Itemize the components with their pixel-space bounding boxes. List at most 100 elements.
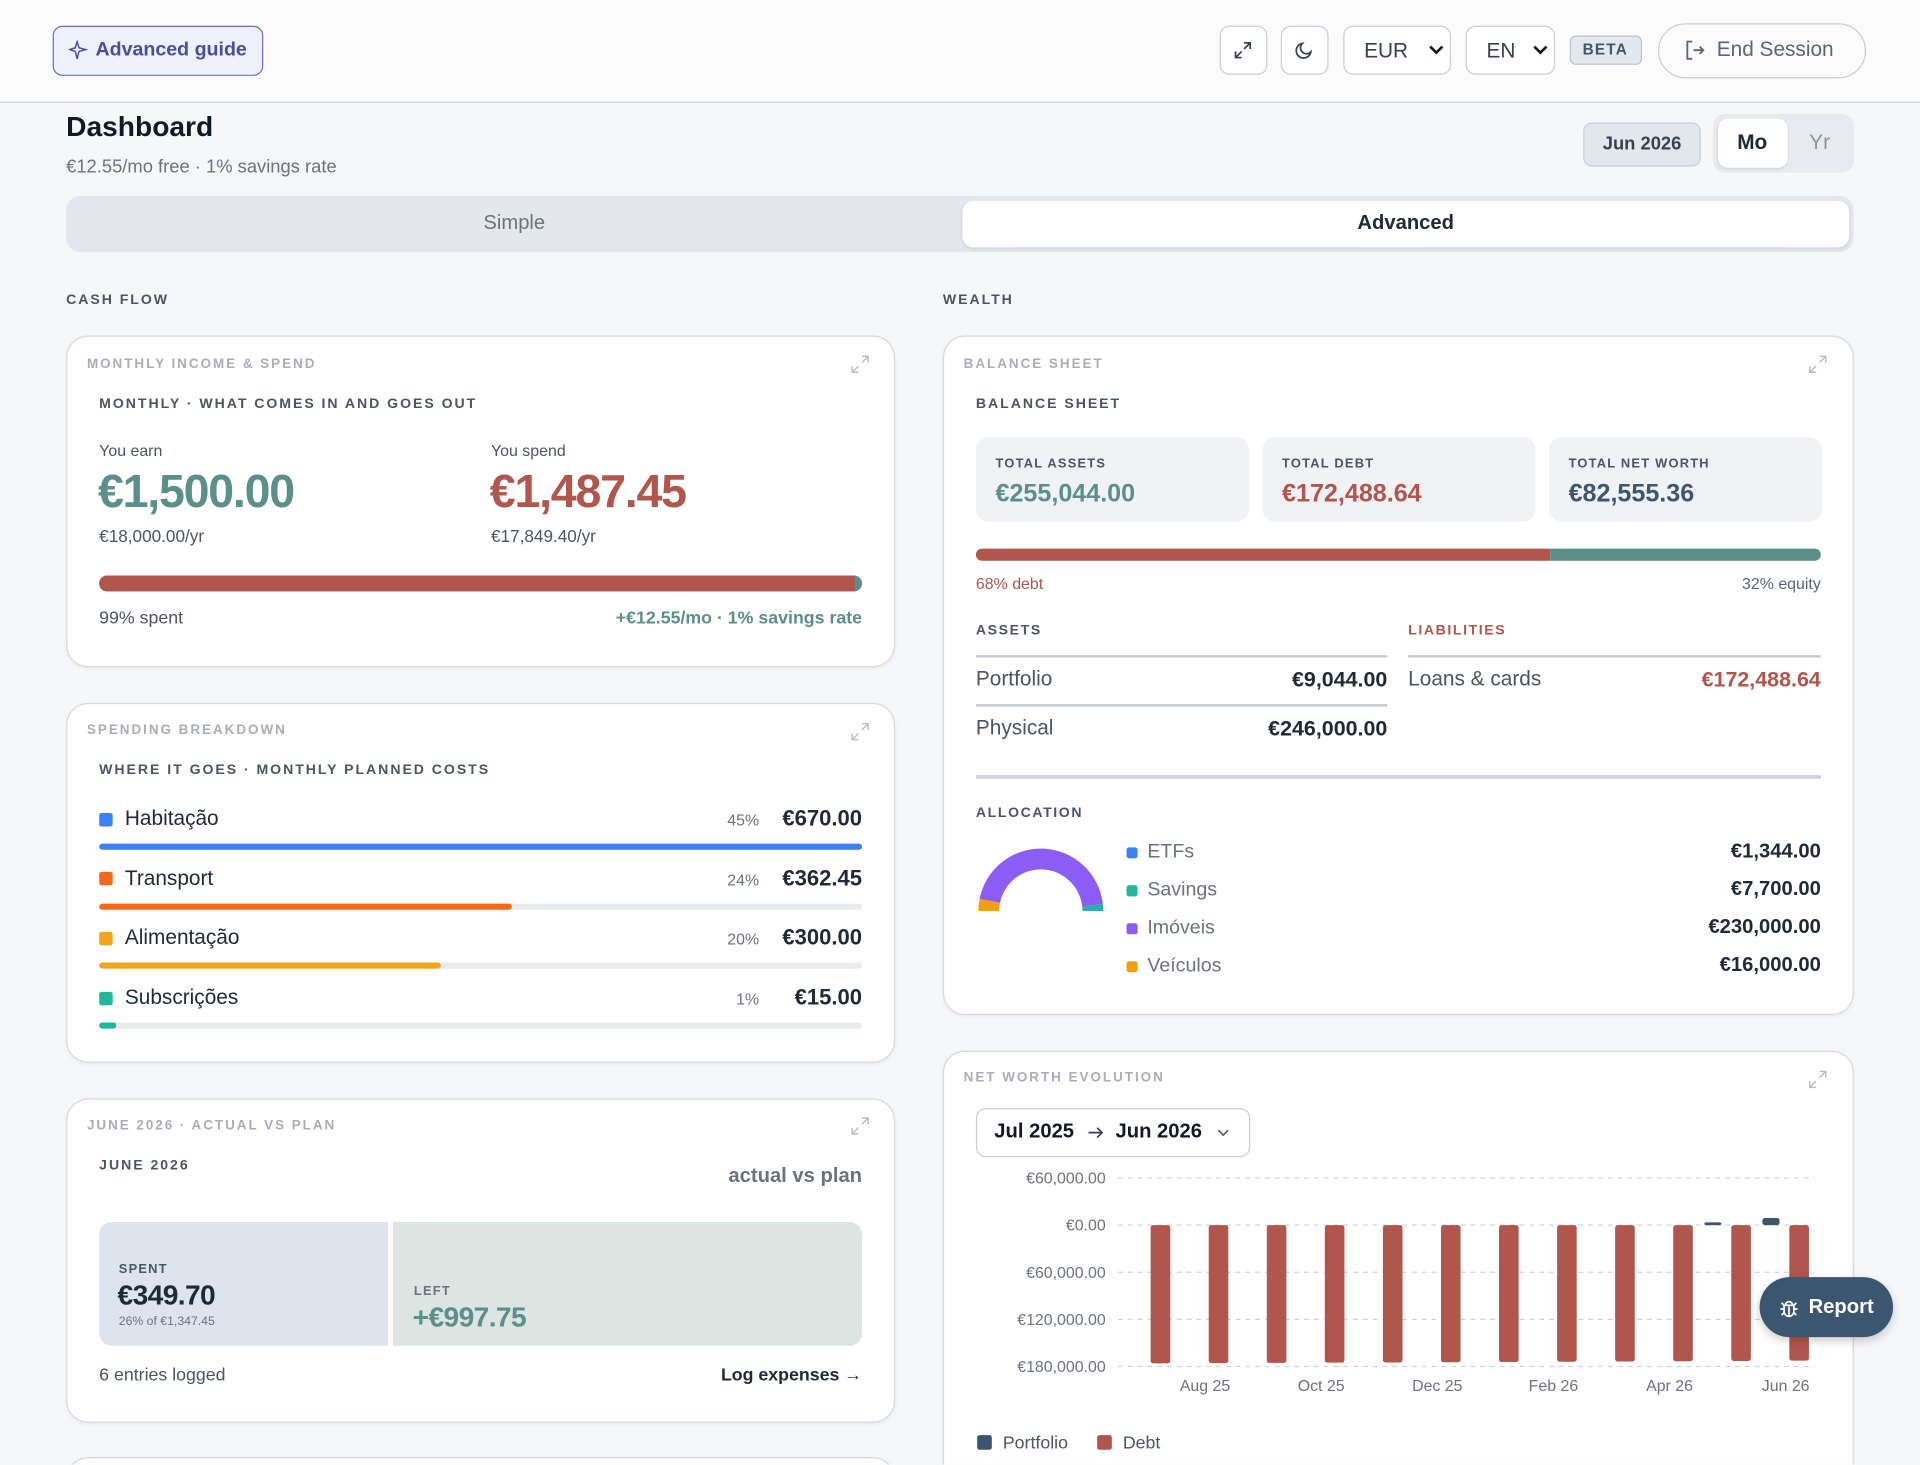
card-label: JUNE 2026 · ACTUAL VS PLAN: [86, 1118, 337, 1134]
spending-card: [66, 702, 896, 1063]
divider: [975, 704, 1388, 706]
button-label: End Session: [1716, 37, 1834, 61]
allocation-amount: €7,700.00: [1730, 878, 1821, 901]
category-name: Transport: [124, 866, 214, 890]
allocation-amount: €230,000.00: [1708, 916, 1821, 939]
legend-swatch: [99, 991, 113, 1005]
category-bar: [99, 1022, 117, 1029]
sparkle-icon: [68, 40, 89, 59]
spent-bar: [99, 575, 855, 592]
liability-name: Loans & cards: [1408, 667, 1542, 691]
allocation-name: Savings: [1147, 879, 1218, 901]
category-amount: €362.45: [782, 865, 863, 891]
icon-shape: [1088, 1127, 1104, 1139]
report-button[interactable]: [1759, 1277, 1894, 1338]
icon-shape: [1809, 355, 1827, 373]
card-heading: BALANCE SHEET: [975, 396, 1122, 412]
category-amount: €670.00: [782, 805, 863, 831]
spent-note: 26% of €1,347.45: [118, 1315, 215, 1329]
expand-card-button[interactable]: [851, 355, 869, 373]
end-session-button[interactable]: [1657, 23, 1867, 79]
section-label: CASH FLOW: [66, 292, 170, 308]
mode-tab-label: Mo: [1737, 130, 1768, 155]
liability-amount: €172,488.64: [1701, 666, 1821, 692]
period-label: Jun 2026: [1602, 133, 1682, 155]
select-value: EUR: [1364, 38, 1409, 63]
total-label: TOTAL ASSETS: [995, 456, 1107, 472]
mode-tab-label[interactable]: Yr: [1809, 130, 1831, 155]
advanced-guide-button[interactable]: [52, 25, 264, 76]
icon-shape: [851, 722, 869, 741]
range-select[interactable]: [975, 1108, 1251, 1158]
icon-shape: [1234, 42, 1252, 59]
left-box: [393, 1222, 863, 1346]
legend-swatch: [99, 931, 113, 946]
earn-label: You earn: [99, 441, 163, 460]
spent-value: €349.70: [117, 1278, 216, 1311]
category-share: 45%: [727, 810, 760, 830]
category-amount: €300.00: [782, 925, 863, 950]
view-tab-label[interactable]: Simple: [483, 211, 546, 235]
asset-amount: €246,000.00: [1268, 715, 1388, 741]
button-label: Report: [1808, 1295, 1874, 1318]
spend-track: [99, 575, 863, 592]
total-label: TOTAL NET WORTH: [1568, 456, 1710, 472]
left-value: +€997.75: [412, 1300, 527, 1333]
spent-box: [99, 1222, 389, 1346]
card-label: BALANCE SHEET: [963, 356, 1104, 372]
bug-icon: [1780, 1300, 1798, 1318]
view-tab-active[interactable]: [962, 200, 1849, 248]
total-value: €82,555.36: [1568, 479, 1695, 508]
allocation-amount: €1,344.00: [1730, 840, 1821, 863]
category-share: 24%: [727, 870, 760, 889]
total-value: €255,044.00: [995, 479, 1136, 508]
page-title: Dashboard: [66, 110, 214, 143]
total-box: [1262, 437, 1536, 522]
page-subtitle: €12.55/mo free · 1% savings rate: [66, 156, 337, 178]
expand-card-button[interactable]: [1809, 1070, 1827, 1089]
view-tab-label: Advanced: [1357, 211, 1454, 235]
mode-tab-active[interactable]: [1717, 118, 1788, 168]
asset-amount: €9,044.00: [1292, 666, 1388, 692]
language-select[interactable]: [1465, 25, 1556, 75]
assets-title: ASSETS: [975, 623, 1042, 639]
legend-swatch: [99, 812, 113, 826]
spent-label: 99% spent: [99, 608, 184, 629]
earn-value: €1,500.00: [97, 466, 295, 519]
legend-swatch: [99, 872, 113, 886]
equity-share-label: 32% equity: [1742, 574, 1821, 593]
spend-yearly: €17,849.40/yr: [491, 526, 596, 546]
income-card: [66, 335, 896, 668]
allocation-amount: €16,000.00: [1719, 954, 1821, 977]
card-label: NET WORTH EVOLUTION: [963, 1070, 1165, 1086]
expand-card-button[interactable]: [1809, 355, 1827, 373]
fullscreen-button[interactable]: [1219, 25, 1268, 75]
divider: [975, 655, 1388, 657]
allocation-name: ETFs: [1147, 841, 1195, 863]
category-bar: [99, 962, 441, 969]
category-share: 1%: [736, 989, 760, 1009]
beta-badge: [1569, 35, 1643, 65]
range-start: Jul 2025: [994, 1120, 1075, 1143]
bar-track: [99, 1022, 863, 1029]
card-label: MONTHLY INCOME & SPEND: [86, 356, 317, 372]
chevron: [1429, 45, 1444, 55]
spent-label: SPENT: [118, 1262, 168, 1277]
period-button[interactable]: [1583, 122, 1701, 167]
expand-card-button[interactable]: [851, 722, 869, 741]
chevron: [1217, 1129, 1229, 1137]
icon-shape: [1686, 40, 1705, 60]
theme-button[interactable]: [1280, 25, 1329, 75]
badge-label: BETA: [1582, 41, 1629, 59]
card-subheading: actual vs plan: [728, 1164, 863, 1187]
card-label: SPENDING BREAKDOWN: [86, 722, 287, 738]
icon-shape: [1217, 1129, 1229, 1137]
icon-shape: [1429, 45, 1444, 55]
log-expenses-link[interactable]: Log expenses →: [720, 1365, 863, 1386]
savings-label: +€12.55/mo · 1% savings rate: [615, 608, 863, 629]
divider: [975, 775, 1821, 779]
debt-share-label: 68% debt: [975, 574, 1044, 593]
legend-swatch: [1126, 884, 1138, 896]
expand-card-button[interactable]: [851, 1117, 869, 1135]
